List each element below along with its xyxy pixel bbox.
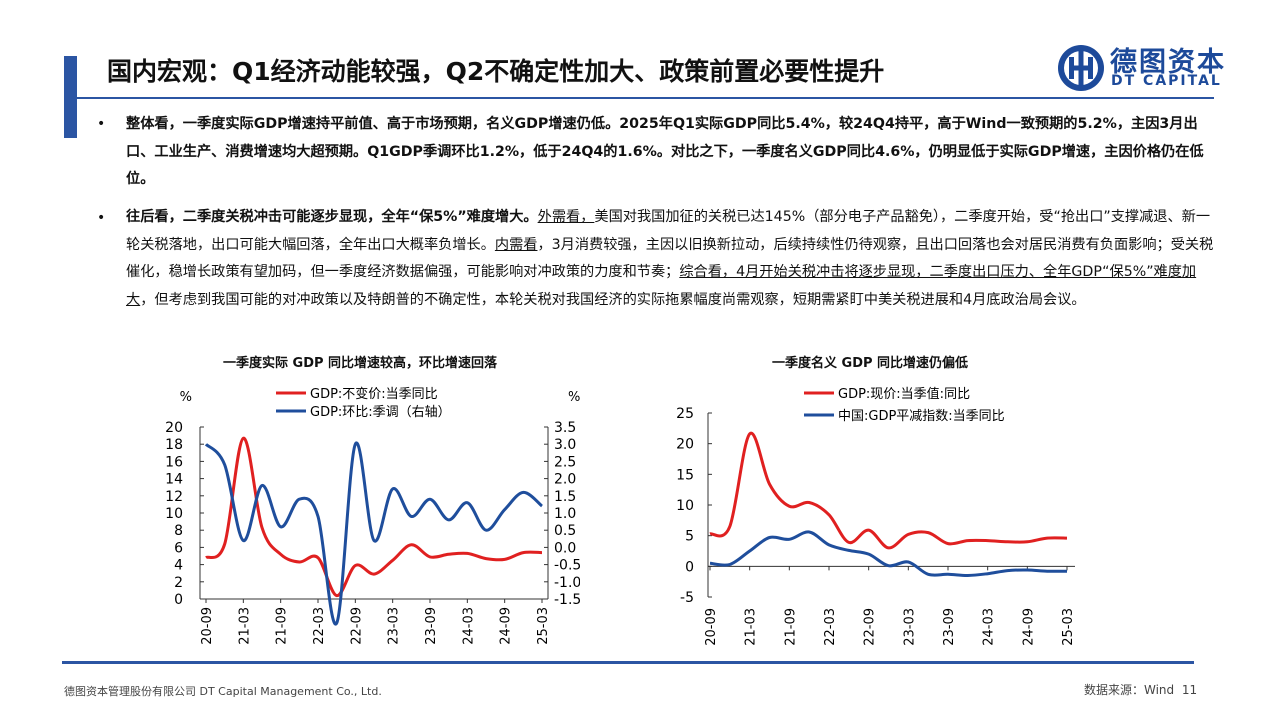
y-tick-label: 5: [685, 529, 694, 545]
legend-label: GDP:现价:当季值:同比: [838, 386, 970, 402]
x-tick-label: 25-03: [536, 607, 551, 645]
bullet-paragraph-2: 往后看，二季度关税冲击可能逐步显现，全年“保5%”难度增大。外需看，美国对我国加…: [126, 204, 1216, 314]
footer-divider: [62, 661, 1194, 664]
external-demand-label: 外需看，: [537, 209, 595, 225]
y-tick-label: 0: [685, 559, 694, 575]
y-tick-label-left: 16: [165, 454, 183, 470]
y-tick-label-right: -1.5: [554, 592, 580, 608]
y-tick-label-left: 8: [174, 523, 183, 539]
y-axis-left-unit: %: [180, 390, 192, 405]
internal-demand-text: ，3月消费较强，主因以旧换新拉动，后续持续性仍待观察，且出口回落也会对居民消费有…: [126, 236, 1214, 281]
chart-title-real-gdp: 一季度实际 GDP 同比增速较高，环比增速回落: [223, 356, 498, 371]
y-tick-label-right: 2.0: [554, 472, 576, 488]
y-tick-label-right: 3.0: [554, 437, 576, 453]
x-tick-label: 24-09: [499, 607, 514, 645]
company-logo: 德图资本 DT CAPITAL: [1056, 40, 1226, 95]
x-tick-label: 22-03: [823, 608, 838, 646]
y-tick-label-left: 18: [165, 437, 183, 453]
series-line: [709, 530, 1068, 578]
x-tick-label: 24-09: [1021, 608, 1036, 646]
y-tick-label: -5: [680, 590, 694, 606]
y-tick-label-left: 12: [165, 489, 183, 505]
y-tick-label: 10: [676, 498, 694, 514]
bullet-marker: •: [97, 210, 106, 226]
x-tick-label: 23-09: [424, 607, 439, 645]
y-axis-right-unit: %: [568, 390, 580, 405]
y-tick-label: 20: [676, 437, 694, 453]
y-tick-label-left: 20: [165, 420, 183, 436]
y-tick-label-right: 0.0: [554, 540, 576, 556]
summary-text: ，但考虑到我国可能的对冲政策以及特朗普的不确定性，本轮关税对我国经济的实际拖累幅…: [140, 291, 1086, 308]
external-demand-text: 美国对我国加征的关税已达145%（部分电子产品豁免），二季度开始，受“抢出口”支…: [126, 209, 1211, 253]
legend-label: GDP:不变价:当季同比: [310, 386, 438, 402]
footer-company: 德图资本管理股份有限公司 DT Capital Management Co., …: [64, 685, 382, 698]
y-tick-label-left: 6: [174, 540, 183, 556]
page-number: 11: [1181, 683, 1198, 697]
x-tick-label: 23-09: [942, 608, 957, 646]
y-tick-label-left: 10: [165, 506, 183, 522]
y-tick-label-left: 14: [165, 472, 183, 488]
x-tick-label: 22-03: [312, 607, 327, 645]
x-tick-label: 23-03: [387, 607, 402, 645]
y-tick-label-right: -0.5: [554, 558, 580, 574]
logo-text-cn: 德图资本: [1110, 47, 1226, 78]
x-tick-label: 25-03: [1061, 608, 1076, 646]
footer-source: 数据来源：Wind 11: [1084, 681, 1197, 698]
x-tick-label: 22-09: [349, 607, 364, 645]
x-tick-label: 24-03: [982, 608, 997, 646]
chart-nominal-gdp: 25 20 15 10 5 0 -5 20-09 21-03 21-09 22-03 22-09 23-…: [676, 386, 1076, 646]
paragraph-lead: 往后看，二季度关税冲击可能逐步显现，全年“保5%”难度增大。: [126, 209, 538, 225]
y-tick-label-right: -1.0: [554, 575, 580, 591]
series-line: [204, 441, 543, 626]
summary-label: 综合看，4月开始关税冲击将逐步显现，二季度出口压力、全年GDP“保5%”难度加大: [126, 264, 1197, 308]
bullet-marker: •: [97, 116, 106, 132]
y-tick-label: 25: [676, 406, 694, 422]
x-tick-label: 21-09: [275, 607, 290, 645]
y-tick-label-right: 0.5: [554, 523, 576, 539]
x-tick-label: 22-09: [863, 608, 878, 646]
bullet-paragraph-1: 整体看，一季度实际GDP增速持平前值、高于市场预期，名义GDP增速仍低。2025…: [126, 116, 1204, 187]
y-tick-label-left: 0: [174, 592, 183, 608]
data-source: 数据来源：Wind: [1084, 683, 1175, 697]
x-tick-label: 21-03: [237, 607, 252, 645]
series-line: [205, 436, 543, 598]
title-divider: [64, 97, 1214, 99]
legend-label: 中国:GDP平减指数:当季同比: [838, 409, 1005, 424]
y-tick-label-right: 3.5: [554, 420, 576, 436]
dt-capital-logo-icon: [1058, 45, 1104, 91]
y-tick-label-right: 1.5: [554, 489, 576, 505]
x-tick-label: 23-03: [902, 608, 917, 646]
x-tick-label: 21-09: [783, 608, 798, 646]
logo-text-en: DT CAPITAL: [1111, 73, 1222, 89]
page-title: 国内宏观：Q1经济动能较强，Q2不确定性加大、政策前置必要性提升: [107, 57, 885, 86]
internal-demand-label: 内需看: [494, 236, 538, 253]
y-tick-label-left: 4: [174, 558, 183, 574]
series-line: [709, 431, 1068, 550]
x-tick-label: 24-03: [461, 607, 476, 645]
y-tick-label-left: 2: [174, 575, 183, 591]
chart-title-nominal-gdp: 一季度名义 GDP 同比增速仍偏低: [772, 356, 969, 371]
y-tick-label-right: 1.0: [554, 506, 576, 522]
x-tick-label: 20-09: [704, 608, 719, 646]
legend-label: GDP:环比:季调（右轴）: [310, 405, 451, 420]
y-tick-label-right: 2.5: [554, 454, 576, 470]
x-tick-label: 20-09: [200, 607, 215, 645]
x-tick-label: 21-03: [744, 608, 759, 646]
y-tick-label: 15: [676, 467, 694, 483]
